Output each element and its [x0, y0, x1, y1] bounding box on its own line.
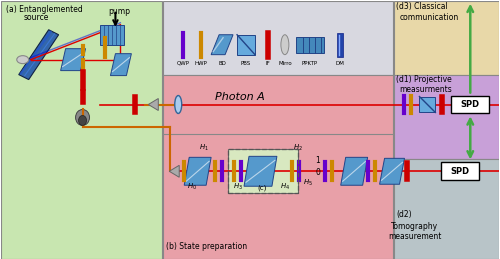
Text: BD: BD	[218, 61, 226, 66]
Ellipse shape	[17, 56, 28, 64]
Text: (d1) Projective: (d1) Projective	[396, 75, 452, 84]
Polygon shape	[380, 158, 404, 184]
Ellipse shape	[78, 116, 86, 125]
Bar	[420, 97, 436, 112]
Bar	[164, 75, 392, 134]
Bar	[452, 96, 489, 113]
Text: $H_3$: $H_3$	[233, 182, 243, 192]
Polygon shape	[110, 54, 132, 76]
Text: $H_4$: $H_4$	[280, 182, 290, 192]
Text: Photon A: Photon A	[215, 91, 265, 102]
Text: $H_0$: $H_0$	[187, 182, 197, 192]
Text: SPD: SPD	[451, 167, 470, 176]
Bar	[394, 159, 499, 259]
Bar	[394, 75, 499, 159]
Text: PPKTP: PPKTP	[302, 61, 318, 66]
Ellipse shape	[174, 96, 182, 113]
Bar	[296, 37, 324, 53]
Polygon shape	[19, 30, 59, 80]
Text: (d2): (d2)	[396, 210, 412, 219]
Bar	[336, 33, 342, 57]
Bar	[164, 1, 392, 75]
Text: $H_5$: $H_5$	[303, 178, 313, 189]
Text: $H_2$: $H_2$	[293, 142, 303, 153]
Text: source: source	[24, 13, 49, 22]
Bar	[1, 1, 162, 259]
Text: QWP: QWP	[176, 61, 190, 66]
Text: (d3) Classical: (d3) Classical	[396, 2, 448, 11]
Bar	[237, 35, 255, 55]
Polygon shape	[244, 156, 277, 186]
Polygon shape	[211, 35, 233, 55]
Polygon shape	[60, 49, 86, 71]
Text: communication: communication	[400, 13, 459, 22]
Polygon shape	[340, 157, 367, 185]
Text: (b) State preparation: (b) State preparation	[166, 242, 248, 251]
Text: PBS: PBS	[241, 61, 251, 66]
Text: HWP: HWP	[194, 61, 207, 66]
Text: pump: pump	[108, 7, 130, 16]
Text: IF: IF	[266, 61, 270, 66]
Polygon shape	[184, 157, 211, 185]
Ellipse shape	[76, 110, 90, 125]
Text: DM: DM	[336, 61, 344, 66]
Polygon shape	[148, 98, 158, 111]
Text: Mirro: Mirro	[278, 61, 292, 66]
Text: (c): (c)	[258, 184, 266, 191]
Text: SPD: SPD	[460, 100, 480, 109]
Bar	[164, 75, 392, 259]
Text: measurement: measurement	[388, 232, 441, 241]
Polygon shape	[170, 165, 179, 177]
Text: (a) Entanglemented: (a) Entanglemented	[6, 5, 82, 14]
Text: Tomography: Tomography	[391, 222, 438, 231]
Text: 1: 1	[316, 156, 320, 165]
Text: $H_1$: $H_1$	[199, 142, 209, 153]
Bar	[442, 162, 480, 180]
Text: 0: 0	[316, 168, 320, 177]
Ellipse shape	[281, 35, 289, 55]
Text: measurments: measurments	[400, 84, 452, 93]
Bar	[394, 1, 499, 75]
Bar	[100, 25, 124, 45]
Bar	[228, 149, 298, 193]
Bar	[228, 149, 298, 193]
